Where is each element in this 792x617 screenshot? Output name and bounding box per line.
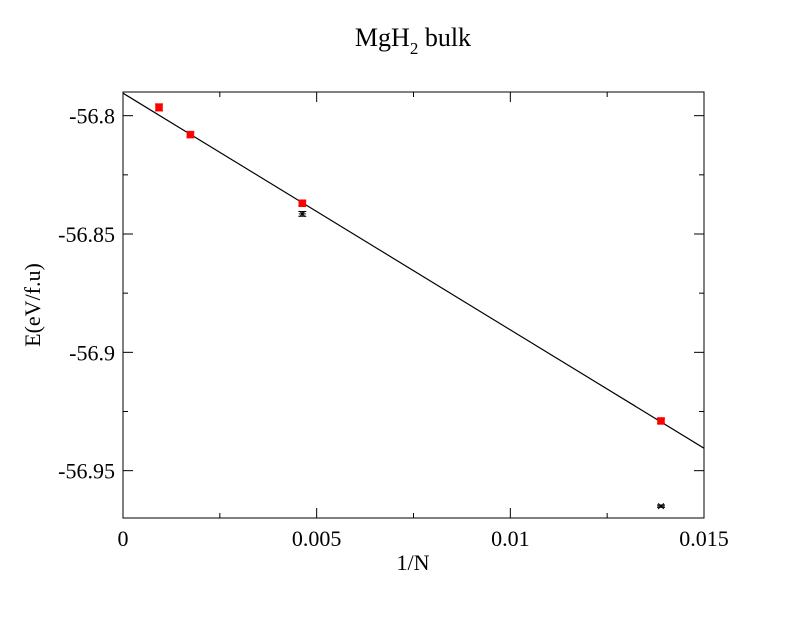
y-tick-label: -56.8 — [69, 104, 115, 129]
star-stroke — [299, 210, 306, 218]
y-axis-label: E(eV/f.u) — [20, 263, 45, 347]
chart-title: MgH2 bulk — [355, 23, 471, 58]
fit-line — [123, 92, 704, 449]
data-point — [657, 417, 665, 425]
star-stroke — [657, 503, 665, 510]
data-point — [186, 130, 195, 139]
data-point — [155, 103, 163, 112]
plot-frame — [122, 91, 705, 519]
data-point — [657, 503, 665, 510]
chart-title-subscript: 2 — [410, 39, 419, 58]
y-tick-label: -56.95 — [58, 459, 115, 484]
data-point — [298, 199, 307, 207]
x-axis-label: 1/N — [397, 550, 430, 575]
plot-area: 0 0.005 0.01 0.015 -56.8 -56.85 -56.9 -56.95 — [58, 91, 729, 551]
x-tick-label: 0.015 — [679, 526, 729, 551]
data-point — [298, 210, 306, 218]
y-tick-label: -56.9 — [69, 340, 115, 365]
x-tick-label: 0.005 — [292, 526, 342, 551]
x-tick-label: 0 — [118, 526, 129, 551]
y-tick-label: -56.85 — [58, 222, 115, 247]
x-tick-label: 0.01 — [491, 526, 530, 551]
chart-title-suffix: bulk — [418, 23, 471, 52]
